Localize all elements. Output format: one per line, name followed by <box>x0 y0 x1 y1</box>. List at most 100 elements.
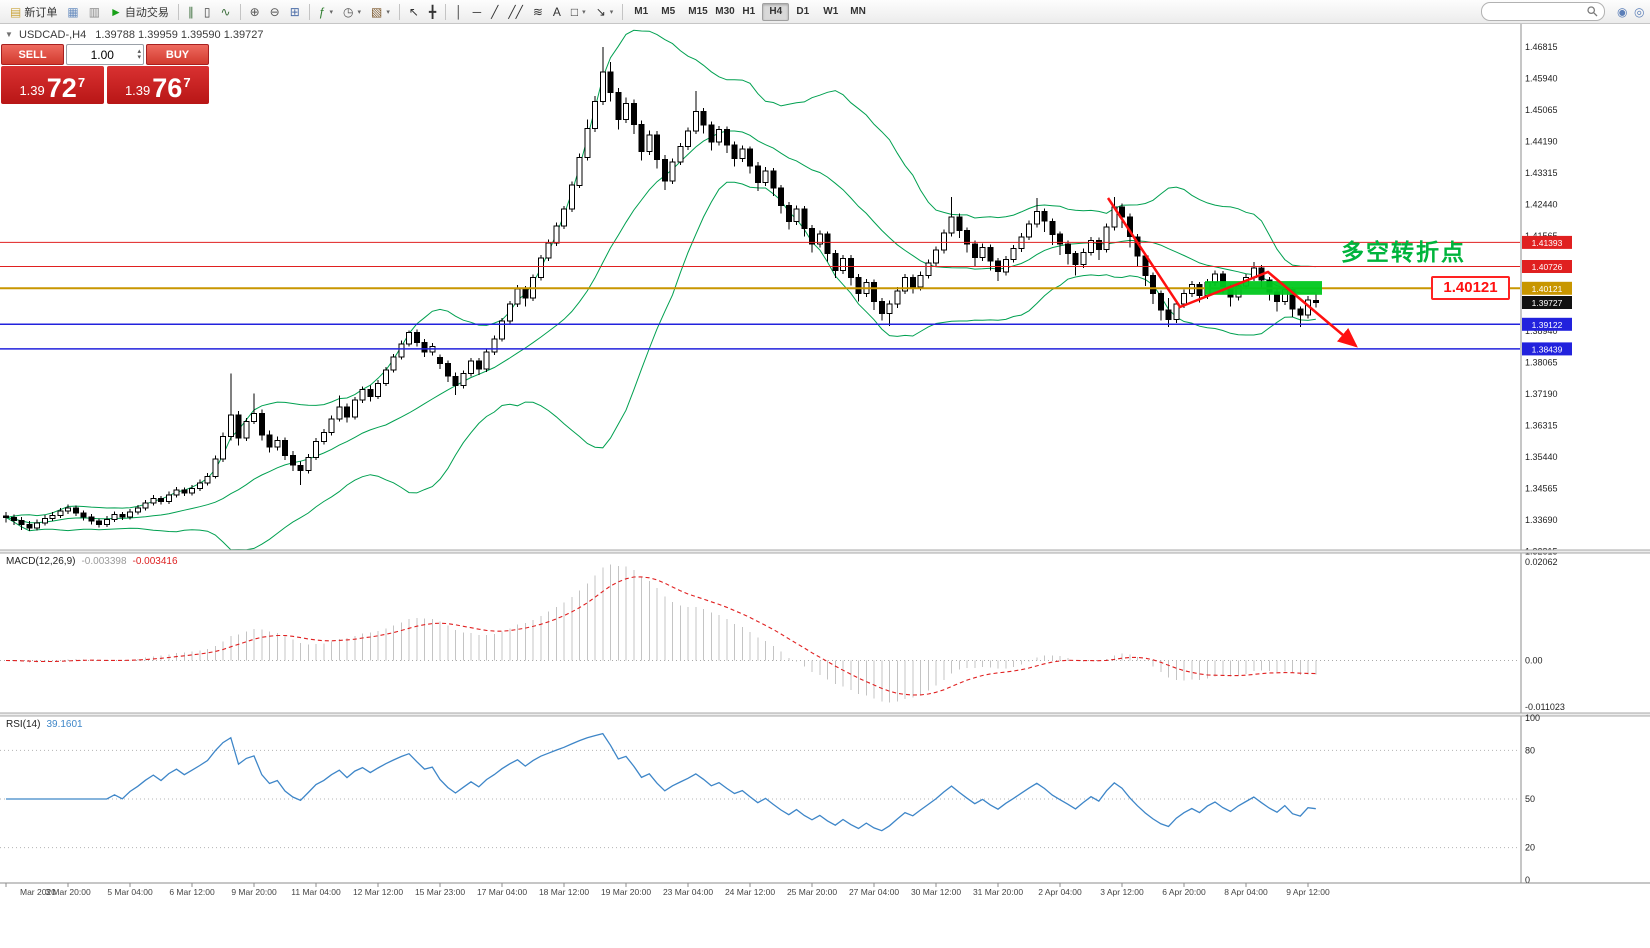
timeframe-m30-button[interactable]: M30 <box>708 3 735 21</box>
timeframe-m5-button[interactable]: M5 <box>654 3 681 21</box>
charts-window-button[interactable]: ▦ <box>62 2 83 22</box>
sell-price-panel[interactable]: 1.39 72 7 <box>1 66 104 104</box>
sell-price-big: 72 <box>46 73 77 104</box>
channel-button[interactable]: ╱╱ <box>503 2 527 22</box>
svg-text:1.41393: 1.41393 <box>1532 238 1563 248</box>
new-order-button-label: 新订单 <box>24 6 58 19</box>
candlestick-chart-button[interactable]: ▯ <box>199 2 216 22</box>
svg-text:-0.011023: -0.011023 <box>1525 702 1565 712</box>
trend-arrow[interactable] <box>1106 197 1358 348</box>
timeframe-d1-button[interactable]: D1 <box>789 3 816 21</box>
tile-windows-button[interactable]: ⊞ <box>285 2 305 22</box>
buy-price-small: 1.39 <box>124 83 151 98</box>
svg-text:100: 100 <box>1525 713 1540 723</box>
toolbar-misc-icons: ◉ ◎ <box>1611 3 1645 21</box>
lot-size-input[interactable] <box>67 46 138 63</box>
trendline-button[interactable]: ╱ <box>486 2 503 22</box>
buy-price-panel[interactable]: 1.39 76 7 <box>106 66 209 104</box>
new-order-button[interactable]: ▤ 新订单 <box>5 2 62 22</box>
toolbar-separator <box>239 3 241 20</box>
shapes-button[interactable]: □ ▾ <box>566 2 591 22</box>
zoom-in-icon: ⊕ <box>249 4 260 19</box>
svg-text:1.36315: 1.36315 <box>1525 421 1558 431</box>
text-button[interactable]: A <box>548 2 566 22</box>
vertical-line-button[interactable]: │ <box>450 2 468 22</box>
turning-point-annotation[interactable]: 多空转折点 <box>1341 239 1466 265</box>
sell-button[interactable]: SELL <box>1 44 64 65</box>
chat-button[interactable]: ◉ <box>1611 3 1628 20</box>
autotrading-button-label: 自动交易 <box>124 6 169 19</box>
profiles-button[interactable]: ▥ <box>84 2 105 22</box>
templates-icon: ▧ <box>370 4 383 19</box>
arrows-button[interactable]: ↘ ▾ <box>591 2 619 22</box>
svg-text:1.39122: 1.39122 <box>1532 320 1563 330</box>
lot-increase-icon[interactable]: ▴ <box>137 47 141 55</box>
cursor-button[interactable]: ↖ <box>404 2 424 22</box>
lot-size-field[interactable]: ▴ ▾ <box>66 44 144 65</box>
timeframe-m15-button[interactable]: M15 <box>681 3 708 21</box>
svg-text:25 Mar 20:00: 25 Mar 20:00 <box>787 887 837 897</box>
search-box[interactable] <box>1481 2 1605 21</box>
toolbar-separator <box>308 3 310 20</box>
symbol-period-label: USDCAD-,H4 <box>19 29 87 41</box>
svg-text:6 Apr 20:00: 6 Apr 20:00 <box>1162 887 1206 897</box>
svg-text:0: 0 <box>1525 875 1530 885</box>
svg-text:1.34565: 1.34565 <box>1525 484 1558 494</box>
svg-text:11 Mar 04:00: 11 Mar 04:00 <box>291 887 341 897</box>
svg-text:50: 50 <box>1525 794 1535 804</box>
indicators-icon: ƒ <box>318 4 326 19</box>
svg-text:18 Mar 12:00: 18 Mar 12:00 <box>539 887 589 897</box>
timeframe-w1-button[interactable]: W1 <box>816 3 843 21</box>
sell-price-sup: 7 <box>77 75 86 90</box>
zoom-out-button[interactable]: ⊖ <box>265 2 285 22</box>
panel-separators[interactable] <box>0 549 1650 717</box>
community-button[interactable]: ◎ <box>1628 3 1645 20</box>
svg-text:0.02062: 0.02062 <box>1525 557 1558 567</box>
timeframe-mn-button[interactable]: MN <box>843 3 870 21</box>
line-chart-button[interactable]: ∿ <box>216 2 236 22</box>
timeframe-h1-button[interactable]: H1 <box>735 3 762 21</box>
bar-chart-button[interactable]: ∥ <box>183 2 199 22</box>
fibonacci-button[interactable]: ≋ <box>528 2 548 22</box>
templates-button[interactable]: ▧ ▾ <box>366 2 395 22</box>
lot-decrease-icon[interactable]: ▾ <box>137 53 141 61</box>
svg-text:3 Apr 12:00: 3 Apr 12:00 <box>1100 887 1144 897</box>
line-chart-icon: ∿ <box>220 4 231 19</box>
dropdown-arrow-icon: ▾ <box>609 8 614 16</box>
svg-text:8 Apr 04:00: 8 Apr 04:00 <box>1224 887 1268 897</box>
rsi-line <box>6 732 1316 832</box>
dropdown-arrow-icon: ▾ <box>386 8 390 16</box>
price-callout-label[interactable]: 1.40121 <box>1431 276 1510 300</box>
price-axis[interactable]: 1.46815 1.45940 1.45065 1.44190 1.43315 1.424… <box>1520 24 1572 883</box>
autotrading-button[interactable]: ► 自动交易 <box>105 2 174 22</box>
crosshair-button[interactable]: ╋ <box>424 2 441 22</box>
buy-button[interactable]: BUY <box>146 44 209 65</box>
svg-text:6 Mar 12:00: 6 Mar 12:00 <box>169 887 215 897</box>
svg-text:9 Mar 20:00: 9 Mar 20:00 <box>231 887 277 897</box>
timeframe-m1-button[interactable]: M1 <box>627 3 654 21</box>
charts-window-icon: ▦ <box>67 4 79 19</box>
search-input[interactable] <box>1488 5 1583 18</box>
zoom-in-button[interactable]: ⊕ <box>245 2 265 22</box>
ohlc-values: 1.39788 1.39959 1.39590 1.39727 <box>95 29 264 41</box>
tile-windows-icon: ⊞ <box>289 4 300 19</box>
indicators-button[interactable]: ƒ ▾ <box>314 2 338 22</box>
timeframe-h4-button[interactable]: H4 <box>762 2 790 21</box>
periods-button[interactable]: ◷ ▾ <box>338 2 366 22</box>
svg-text:1.35440: 1.35440 <box>1525 452 1558 462</box>
bar-chart-icon: ∥ <box>187 4 194 19</box>
svg-text:1.39727: 1.39727 <box>1532 298 1563 308</box>
support-zone-rect[interactable] <box>1205 281 1322 295</box>
one-click-collapse-icon[interactable]: ▼ <box>5 30 13 39</box>
horizontal-line-button[interactable]: ─ <box>468 2 487 22</box>
svg-text:80: 80 <box>1525 745 1535 755</box>
svg-text:2 Apr 04:00: 2 Apr 04:00 <box>1038 887 1082 897</box>
svg-text:1.40121: 1.40121 <box>1532 284 1563 294</box>
candlestick-chart-icon: ▯ <box>203 4 211 19</box>
buy-price-sup: 7 <box>183 75 191 90</box>
svg-text:23 Mar 04:00: 23 Mar 04:00 <box>663 887 713 897</box>
